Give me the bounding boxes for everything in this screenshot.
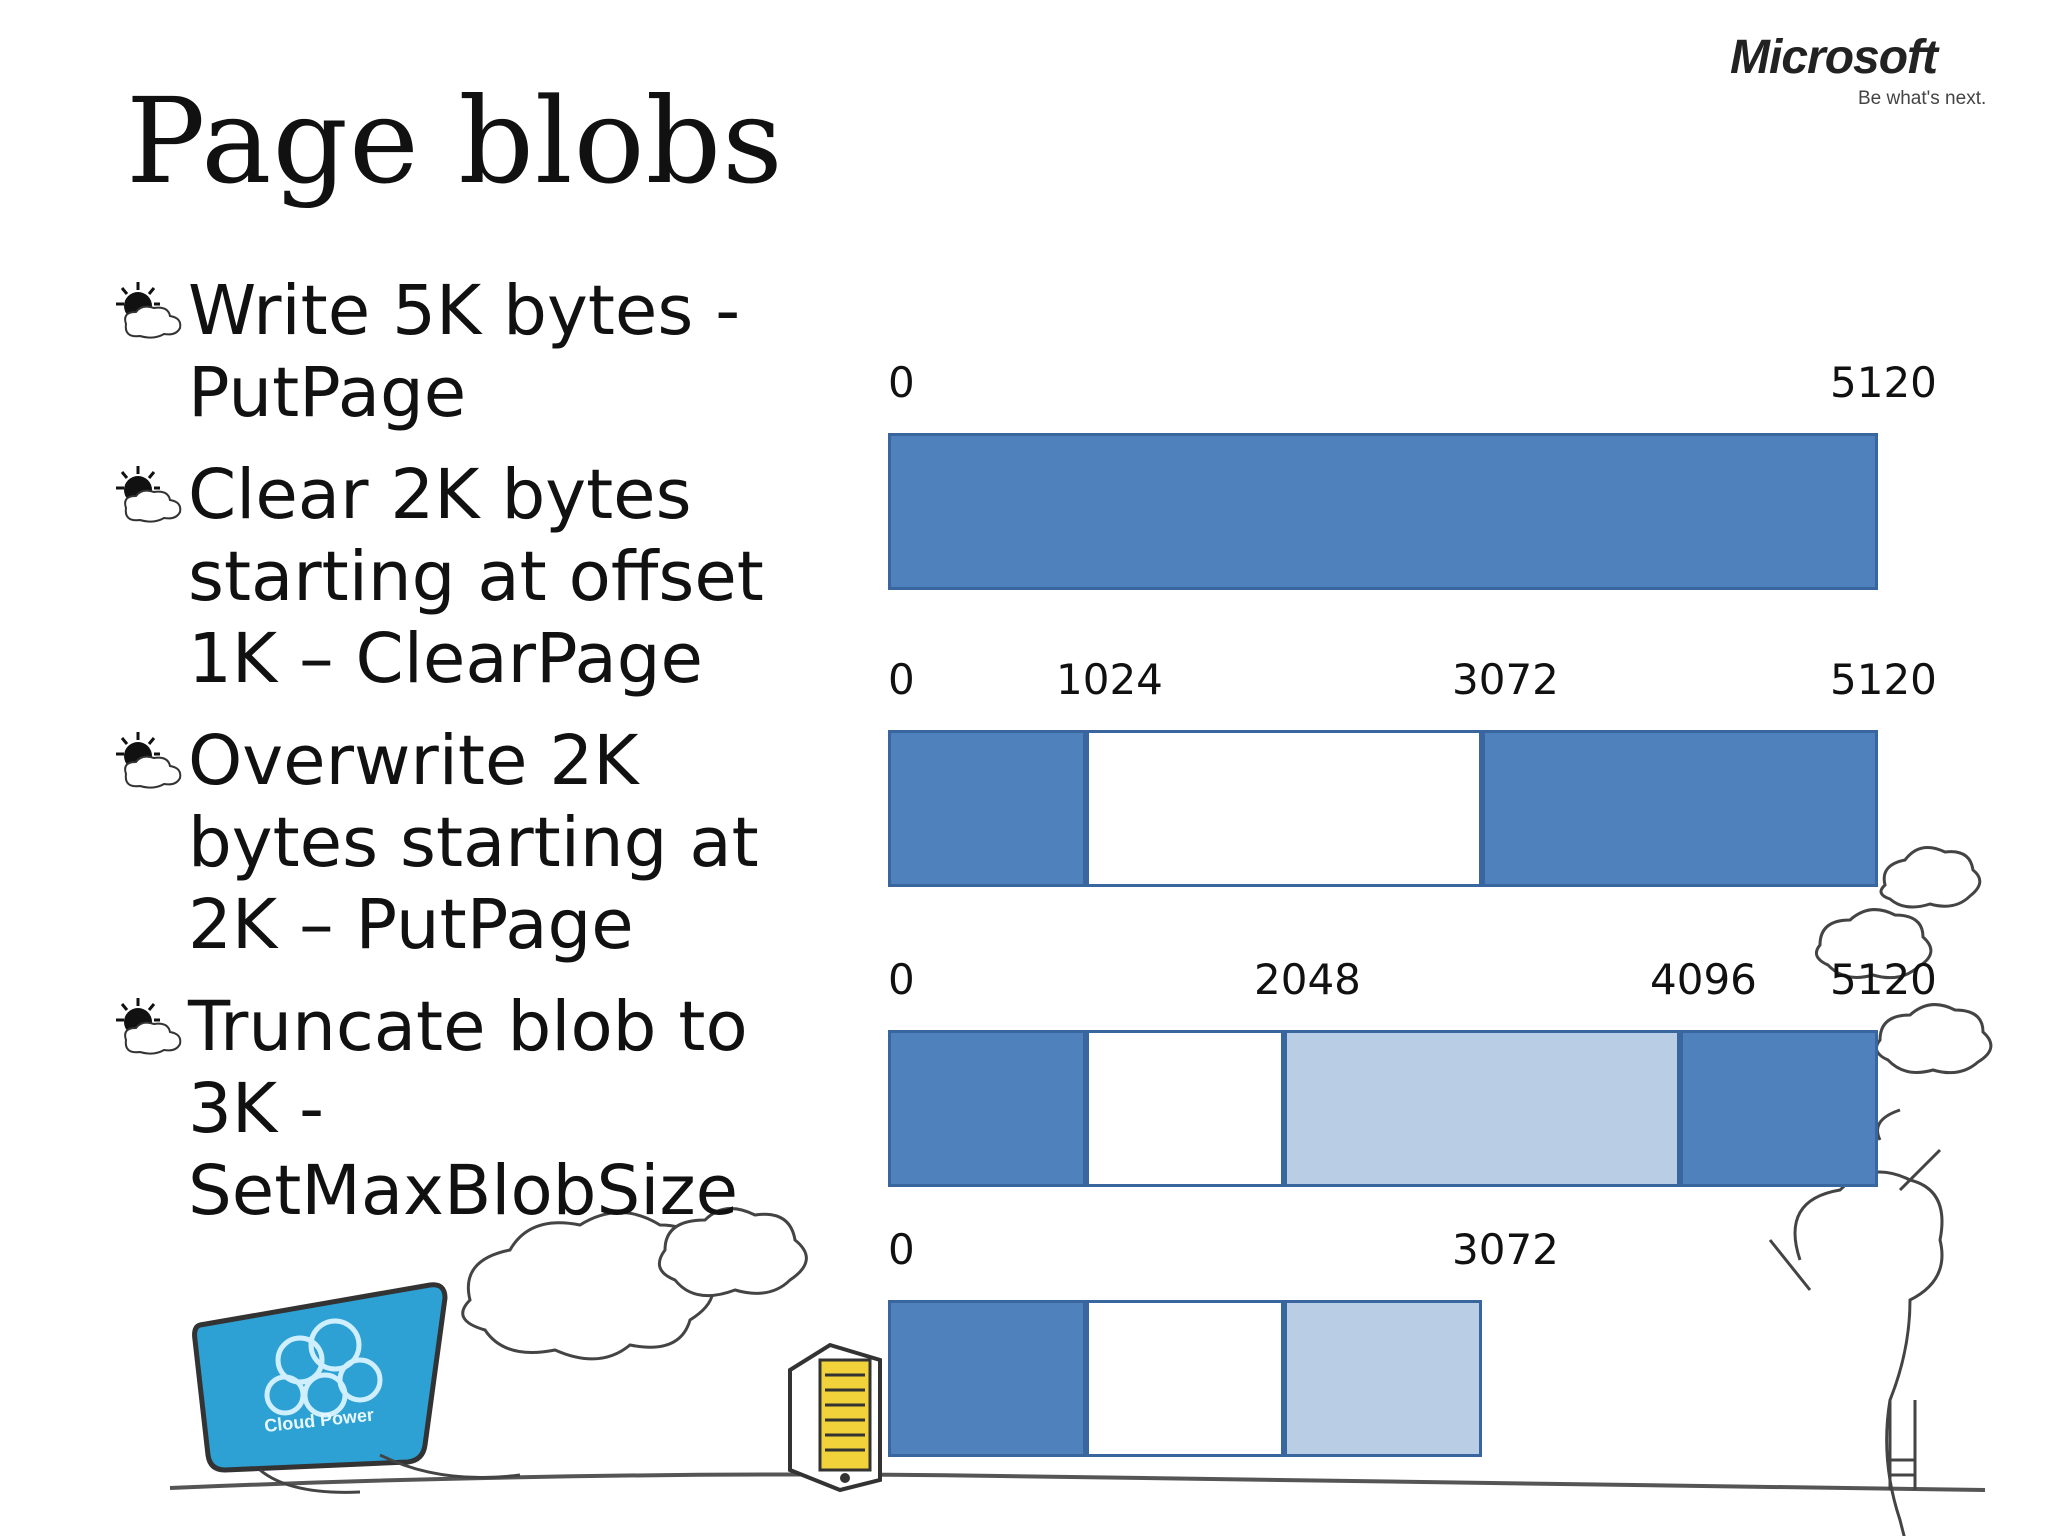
bullet-item: Clear 2K bytes starting at offset 1K – Cle… <box>110 454 790 700</box>
post-sketch <box>1888 1400 1917 1490</box>
blob-page-filled <box>1482 730 1878 887</box>
blob-page-cleared <box>1086 1030 1284 1187</box>
bullet-item: Write 5K bytes - PutPage <box>110 270 790 434</box>
logo-wordmark: Microsoft <box>1730 31 1938 84</box>
blob-page-filled <box>888 1300 1086 1457</box>
bullet-text-line: Write 5K bytes - <box>188 271 741 351</box>
monitor-icon <box>192 1282 521 1494</box>
cloud-icon <box>1879 846 1982 909</box>
offset-label: 0 <box>888 655 915 704</box>
offset-label: 3072 <box>1452 1225 1559 1274</box>
blob-page-cleared <box>1086 730 1482 887</box>
ground-line <box>169 1472 1986 1492</box>
offset-label: 5120 <box>1830 655 1937 704</box>
offset-label: 1024 <box>1056 655 1163 704</box>
offset-label: 3072 <box>1452 655 1559 704</box>
blob-page-filled <box>888 1030 1086 1187</box>
cloud-day-bullet-icon <box>116 282 182 339</box>
bullet-list: Write 5K bytes - PutPage Clear 2K bytes sta… <box>110 270 790 1252</box>
bullet-item: Truncate blob to 3K - SetMaxBlobSize <box>110 986 790 1232</box>
tree-branch <box>1768 1108 1942 1291</box>
bullet-text-line: starting at offset <box>188 537 764 617</box>
tree-sketch <box>1793 1170 1944 1536</box>
cloud-day-bullet-icon <box>116 998 182 1055</box>
bullet-text-line: Truncate blob to <box>188 987 748 1067</box>
offset-label: 5120 <box>1830 358 1937 407</box>
cloud-icon <box>1874 1003 1993 1075</box>
blob-page-overwritten <box>1284 1300 1482 1457</box>
blob-page-filled <box>888 730 1086 887</box>
offset-label: 0 <box>888 358 915 407</box>
server-icon <box>788 1342 882 1493</box>
offset-label: 2048 <box>1254 955 1361 1004</box>
offset-label: 5120 <box>1830 955 1937 1004</box>
offset-label: 4096 <box>1650 955 1757 1004</box>
bullet-text-line: Clear 2K bytes <box>188 455 692 535</box>
bullet-text-line: PutPage <box>188 353 467 433</box>
bullet-text-line: 3K - <box>188 1069 324 1149</box>
blob-page-filled <box>1680 1030 1878 1187</box>
bullet-text-line: Overwrite 2K <box>188 721 639 801</box>
cloud-day-bullet-icon <box>116 732 182 789</box>
blob-page-overwritten <box>1284 1030 1680 1187</box>
bullet-text-line: 2K – PutPage <box>188 885 634 965</box>
offset-label: 0 <box>888 955 915 1004</box>
blob-page-filled <box>888 433 1878 590</box>
bullet-item: Overwrite 2K bytes starting at 2K – PutPag… <box>110 720 790 966</box>
bullet-text-line: bytes starting at <box>188 803 759 883</box>
logo-tagline: Be what's next. <box>1858 88 1987 109</box>
blob-page-cleared <box>1086 1300 1284 1457</box>
microsoft-logo: Microsoft Be what's next. <box>1730 30 2020 120</box>
page-title: Page blobs <box>126 72 784 210</box>
cloud-icon <box>1814 908 1933 980</box>
bullet-text-line: SetMaxBlobSize <box>188 1151 739 1231</box>
offset-label: 0 <box>888 1225 915 1274</box>
cloud-icon <box>657 1207 808 1298</box>
bullet-text-line: 1K – ClearPage <box>188 619 704 699</box>
cloud-day-bullet-icon <box>116 466 182 523</box>
